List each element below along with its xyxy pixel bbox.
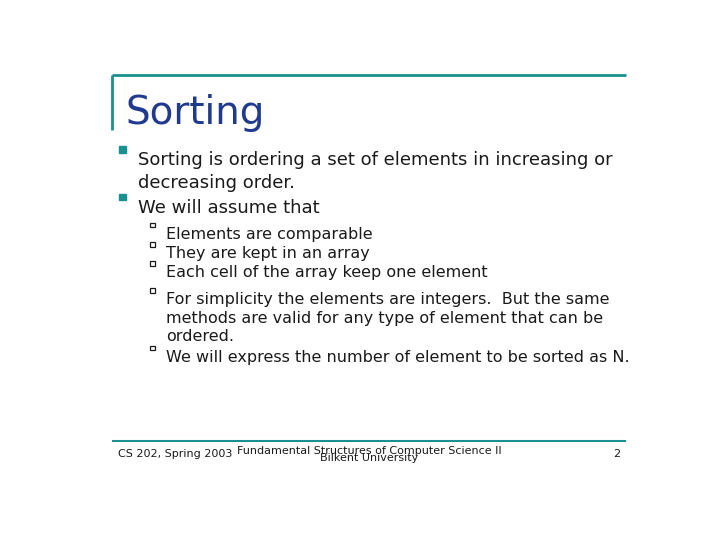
Bar [150,242,155,247]
Text: Fundamental Structures of Computer Science II: Fundamental Structures of Computer Scien… [237,446,501,456]
Text: Bilkent University: Bilkent University [320,453,418,463]
Text: Each cell of the array keep one element: Each cell of the array keep one element [166,265,487,280]
Bar [150,288,155,293]
Text: Elements are comparable: Elements are comparable [166,226,372,241]
Text: We will express the number of element to be sorted as N.: We will express the number of element to… [166,350,629,364]
Bar [150,346,155,350]
Bar [150,261,155,266]
Bar [120,146,126,153]
Bar [120,194,126,200]
Text: They are kept in an array: They are kept in an array [166,246,369,261]
Text: 2: 2 [613,449,620,460]
Text: Sorting: Sorting [126,94,265,132]
Bar [150,222,155,227]
Text: We will assume that: We will assume that [138,199,320,217]
Text: Sorting is ordering a set of elements in increasing or
decreasing order.: Sorting is ordering a set of elements in… [138,151,613,192]
Text: For simplicity the elements are integers.  But the same
methods are valid for an: For simplicity the elements are integers… [166,292,609,344]
Text: CS 202, Spring 2003: CS 202, Spring 2003 [118,449,233,460]
